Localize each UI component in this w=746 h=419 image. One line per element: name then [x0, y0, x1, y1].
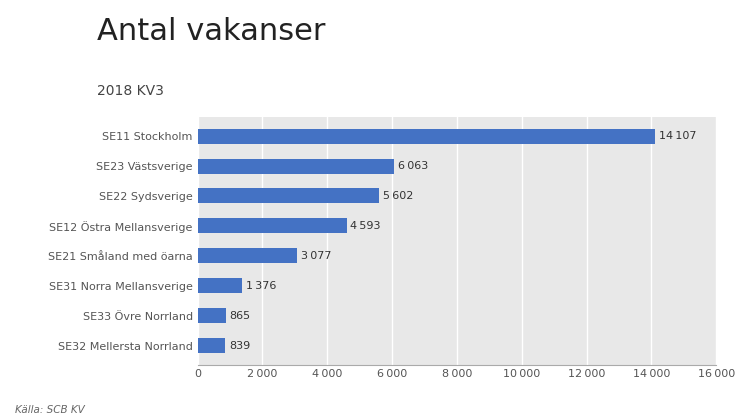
Bar — [198, 189, 379, 204]
Text: Källa: SCB KV: Källa: SCB KV — [15, 405, 84, 415]
Text: 5 602: 5 602 — [383, 191, 413, 201]
Bar — [198, 158, 394, 173]
Text: 4 593: 4 593 — [351, 221, 381, 231]
Text: 1 376: 1 376 — [246, 281, 277, 291]
Bar — [198, 308, 226, 323]
Text: 2018 KV3: 2018 KV3 — [97, 84, 164, 98]
Bar — [198, 218, 347, 233]
Text: Antal vakanser: Antal vakanser — [97, 17, 325, 46]
Bar — [198, 248, 298, 264]
Text: 865: 865 — [230, 311, 251, 321]
Bar — [198, 338, 225, 353]
Bar — [198, 129, 655, 144]
Text: 3 077: 3 077 — [301, 251, 332, 261]
Text: 839: 839 — [229, 341, 250, 351]
Text: 6 063: 6 063 — [398, 161, 428, 171]
Text: 14 107: 14 107 — [659, 131, 696, 141]
Bar — [198, 278, 242, 293]
